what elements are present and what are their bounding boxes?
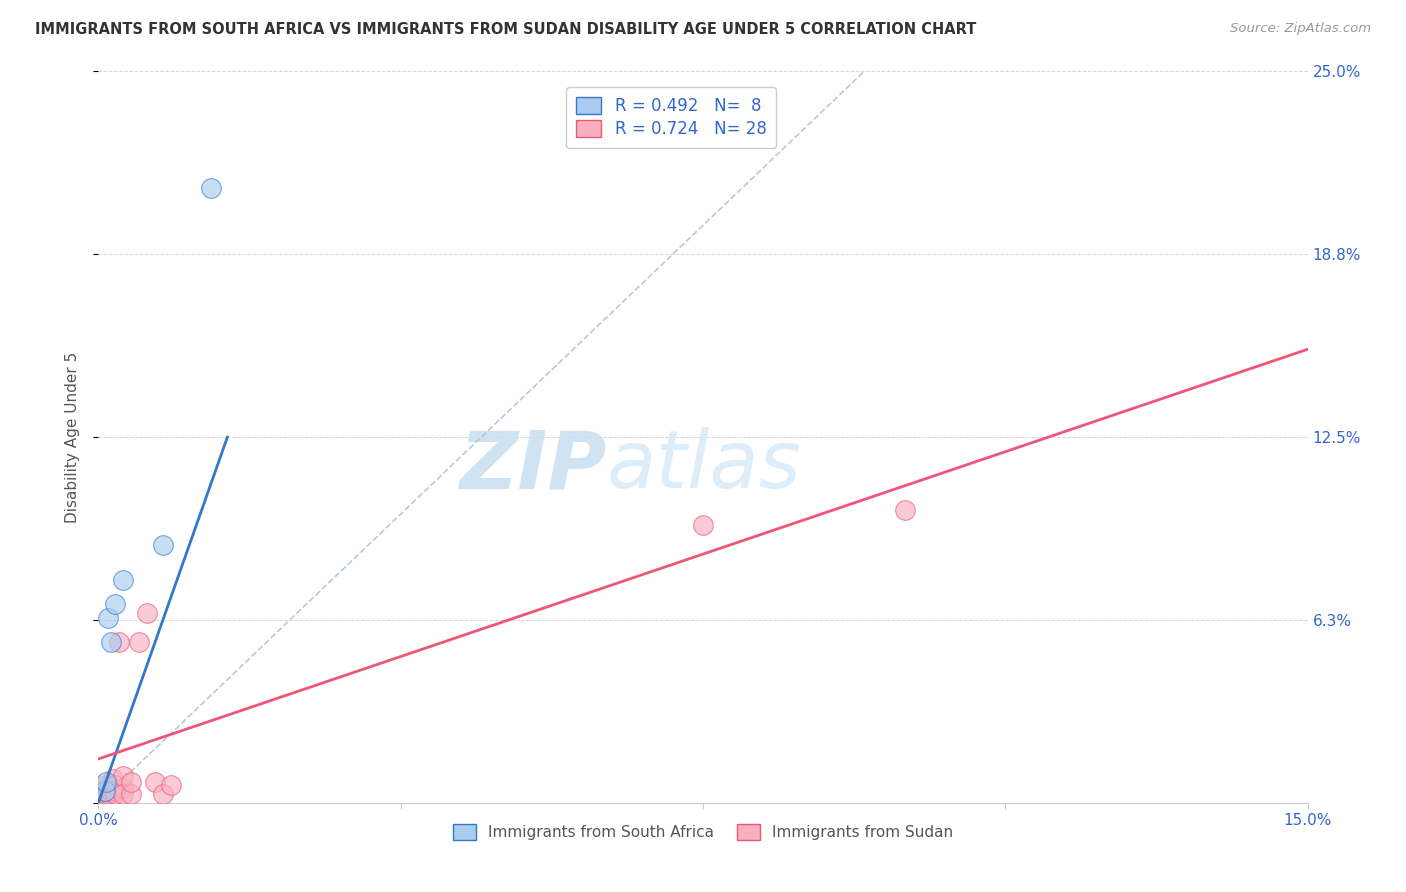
Point bbox=[96, 775, 118, 789]
Point bbox=[692, 517, 714, 532]
Point bbox=[135, 606, 157, 620]
Point bbox=[152, 538, 174, 552]
Point bbox=[96, 778, 118, 792]
Legend: Immigrants from South Africa, Immigrants from Sudan: Immigrants from South Africa, Immigrants… bbox=[447, 818, 959, 847]
Point bbox=[103, 778, 125, 792]
Point bbox=[893, 503, 915, 517]
Text: Source: ZipAtlas.com: Source: ZipAtlas.com bbox=[1230, 22, 1371, 36]
Point bbox=[143, 775, 166, 789]
Point bbox=[97, 787, 120, 801]
Point bbox=[94, 789, 117, 804]
Point bbox=[100, 781, 122, 796]
Point bbox=[103, 597, 125, 611]
Point bbox=[91, 789, 114, 804]
Point bbox=[152, 787, 174, 801]
Point bbox=[101, 772, 124, 787]
Point bbox=[97, 611, 120, 625]
Point bbox=[111, 781, 134, 796]
Point bbox=[93, 784, 115, 798]
Text: IMMIGRANTS FROM SOUTH AFRICA VS IMMIGRANTS FROM SUDAN DISABILITY AGE UNDER 5 COR: IMMIGRANTS FROM SOUTH AFRICA VS IMMIGRAN… bbox=[35, 22, 977, 37]
Point bbox=[94, 784, 117, 798]
Y-axis label: Disability Age Under 5: Disability Age Under 5 bbox=[65, 351, 80, 523]
Point bbox=[107, 635, 129, 649]
Point bbox=[94, 781, 117, 796]
Text: atlas: atlas bbox=[606, 427, 801, 506]
Point bbox=[100, 635, 122, 649]
Point bbox=[160, 778, 183, 792]
Point bbox=[103, 784, 125, 798]
Text: ZIP: ZIP bbox=[458, 427, 606, 506]
Point bbox=[97, 784, 120, 798]
Point bbox=[91, 787, 114, 801]
Point bbox=[111, 769, 134, 783]
Point bbox=[111, 787, 134, 801]
Point bbox=[128, 635, 150, 649]
Point bbox=[120, 787, 142, 801]
Point bbox=[100, 784, 122, 798]
Point bbox=[200, 181, 222, 195]
Point bbox=[111, 574, 134, 588]
Point bbox=[103, 787, 125, 801]
Point bbox=[96, 787, 118, 801]
Point bbox=[120, 775, 142, 789]
